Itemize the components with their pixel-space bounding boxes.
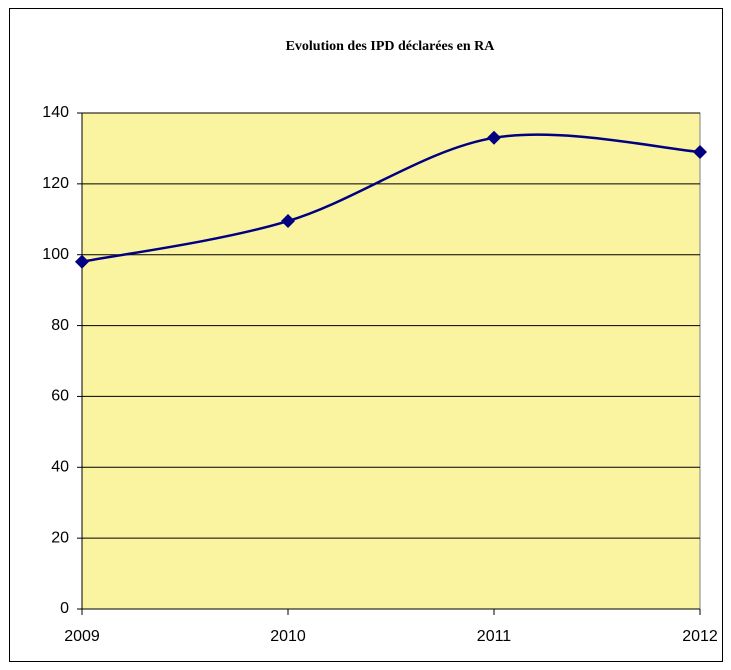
x-tick-label: 2012	[682, 628, 718, 645]
y-tick-label: 20	[51, 529, 69, 546]
chart-title: Evolution des IPD déclarées en RA	[286, 39, 496, 54]
marker	[281, 214, 295, 229]
y-tick-label: 0	[60, 600, 69, 617]
marker	[75, 254, 89, 269]
plot-area	[81, 112, 701, 610]
y-tick-label: 60	[51, 388, 69, 405]
y-tick-label: 140	[42, 104, 69, 121]
y-tick-label: 100	[42, 246, 69, 263]
x-tick-label: 2009	[64, 628, 100, 645]
marker	[693, 144, 707, 159]
y-tick-label: 80	[51, 317, 69, 334]
y-tick-label: 40	[51, 459, 69, 476]
marker	[487, 130, 501, 145]
y-tick-label: 120	[42, 175, 69, 192]
x-tick-label: 2010	[270, 628, 306, 645]
x-tick-label: 2011	[477, 628, 512, 645]
line-series	[81, 133, 701, 264]
